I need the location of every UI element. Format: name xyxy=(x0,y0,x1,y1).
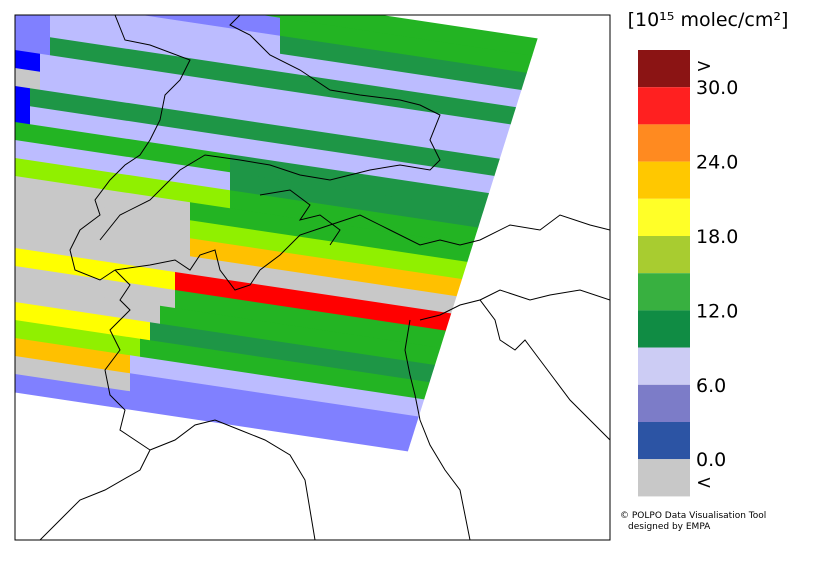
colorbar-label: 30.0 xyxy=(696,77,738,99)
satellite-swath xyxy=(15,0,545,481)
colorbar-swatch xyxy=(638,347,690,385)
credit: designed by EMPA xyxy=(628,522,711,532)
swath-strip xyxy=(15,284,160,325)
swath-strip xyxy=(15,0,75,6)
colorbar-swatch xyxy=(638,236,690,274)
swath-strip xyxy=(50,37,545,139)
colorbar-swatch xyxy=(638,87,690,125)
border-line xyxy=(114,214,610,291)
border-line xyxy=(99,15,441,241)
swath-strip xyxy=(15,122,230,173)
swath-strip xyxy=(15,302,150,341)
coastline xyxy=(149,419,316,540)
colorbar-label: 12.0 xyxy=(696,300,738,322)
swath-strip xyxy=(15,158,230,209)
swath-strip xyxy=(15,15,545,67)
colorbar-swatch xyxy=(638,198,690,236)
borders xyxy=(39,15,610,540)
swath-strip xyxy=(50,19,545,121)
swath-strip xyxy=(15,320,140,358)
swath-strip xyxy=(15,194,190,239)
colorbar-label: 18.0 xyxy=(696,226,738,248)
swath-strip xyxy=(15,104,30,125)
colorbar-label: 0.0 xyxy=(696,449,726,471)
swath-strip xyxy=(15,176,190,221)
coastline xyxy=(404,319,471,540)
swath-strip xyxy=(15,230,175,273)
colorbar-swatch xyxy=(638,50,690,88)
colorbar-label: > xyxy=(696,55,712,77)
credit: © POLPO Data Visualisation Tool xyxy=(620,511,766,521)
colorbar-label: < xyxy=(696,472,712,494)
colorbar-swatch xyxy=(638,310,690,348)
map-frame xyxy=(14,14,611,541)
colorbar-swatch xyxy=(638,124,690,162)
colorbar: >30.0 24.0 18.0 12.0 6.0 0.0< xyxy=(638,50,738,497)
swath-strip xyxy=(30,106,545,211)
coastline xyxy=(419,299,610,441)
swath-strip xyxy=(30,88,545,193)
border-line xyxy=(479,289,610,301)
swath-strip xyxy=(50,15,280,55)
swath-strip xyxy=(15,140,230,191)
colorbar-swatch xyxy=(638,273,690,311)
border-line xyxy=(259,189,341,246)
colorbar-label: 6.0 xyxy=(696,375,726,397)
border-line xyxy=(69,15,191,281)
colorbar-label: 24.0 xyxy=(696,152,738,174)
colorbar-swatch xyxy=(638,459,690,497)
swath-strip xyxy=(15,338,130,374)
swath-strip xyxy=(15,68,40,91)
swath-strip xyxy=(280,17,545,85)
border-line xyxy=(39,269,151,540)
swath-strip xyxy=(15,32,50,56)
swath-strip xyxy=(15,356,130,392)
swath-strip xyxy=(40,71,545,175)
swath-strip xyxy=(15,15,50,38)
swath-strip xyxy=(15,50,40,73)
colorbar-swatch xyxy=(638,422,690,460)
swath-strip xyxy=(280,35,545,103)
swath-strip xyxy=(15,248,175,291)
swath-strip xyxy=(15,212,190,257)
swath-strip xyxy=(75,15,280,37)
colorbar-swatch xyxy=(638,384,690,422)
legend-title: [10¹⁵ molec/cm²] xyxy=(628,9,789,31)
colorbar-swatch xyxy=(638,161,690,199)
swath-strip xyxy=(15,266,175,309)
swath-strip xyxy=(15,86,30,107)
